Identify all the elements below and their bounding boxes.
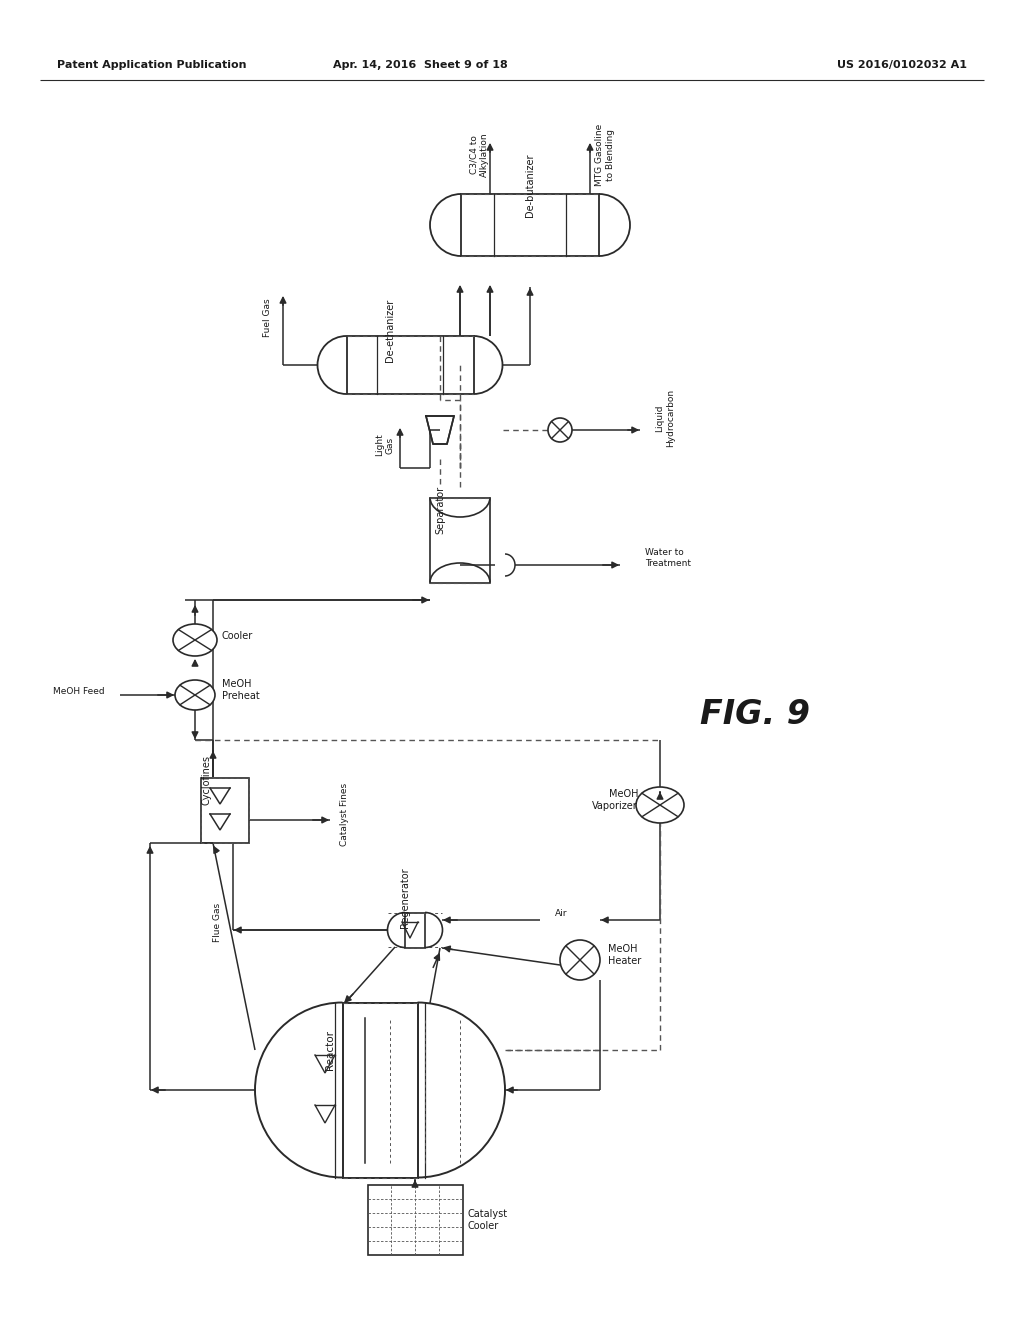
Text: Fuel Gas: Fuel Gas <box>263 298 272 338</box>
Text: C3/C4 to
Alkylation: C3/C4 to Alkylation <box>469 133 488 177</box>
Bar <box>430 498 490 582</box>
Text: MeOH Feed: MeOH Feed <box>53 686 105 696</box>
Text: Flue Gas: Flue Gas <box>213 903 222 941</box>
Text: MeOH
Preheat: MeOH Preheat <box>222 680 260 701</box>
Text: Water to
Treatment: Water to Treatment <box>645 548 691 568</box>
Polygon shape <box>426 416 454 444</box>
Text: Cyclofines: Cyclofines <box>202 755 212 805</box>
Circle shape <box>548 418 572 442</box>
Text: US 2016/0102032 A1: US 2016/0102032 A1 <box>837 59 967 70</box>
Bar <box>368 1185 463 1255</box>
Ellipse shape <box>636 787 684 822</box>
Ellipse shape <box>173 624 217 656</box>
Text: MeOH
Vaporizer: MeOH Vaporizer <box>592 789 638 810</box>
Text: Separator: Separator <box>435 486 445 535</box>
Text: Cooler: Cooler <box>222 631 253 642</box>
Text: De-ethanizer: De-ethanizer <box>385 298 395 362</box>
Text: Catalyst
Cooler: Catalyst Cooler <box>468 1209 508 1230</box>
Circle shape <box>560 940 600 979</box>
Bar <box>461 194 599 256</box>
Text: Catalyst Fines: Catalyst Fines <box>340 783 349 846</box>
Bar <box>406 912 425 948</box>
Text: Light
Gas: Light Gas <box>376 434 394 457</box>
Text: FIG. 9: FIG. 9 <box>700 698 810 731</box>
Bar <box>346 337 473 393</box>
Text: MTG Gasoline
to Blending: MTG Gasoline to Blending <box>595 124 614 186</box>
Text: Regenerator: Regenerator <box>400 867 410 928</box>
Text: Patent Application Publication: Patent Application Publication <box>57 59 247 70</box>
Text: De-butanizer: De-butanizer <box>525 153 535 216</box>
Text: Reactor: Reactor <box>325 1030 335 1071</box>
Bar <box>342 1002 418 1177</box>
Text: Apr. 14, 2016  Sheet 9 of 18: Apr. 14, 2016 Sheet 9 of 18 <box>333 59 507 70</box>
Text: MeOH
Heater: MeOH Heater <box>608 944 641 966</box>
Text: Liquid
Hydrocarbon: Liquid Hydrocarbon <box>655 389 675 447</box>
Text: Air: Air <box>555 909 567 919</box>
Bar <box>201 777 249 842</box>
Ellipse shape <box>175 680 215 710</box>
